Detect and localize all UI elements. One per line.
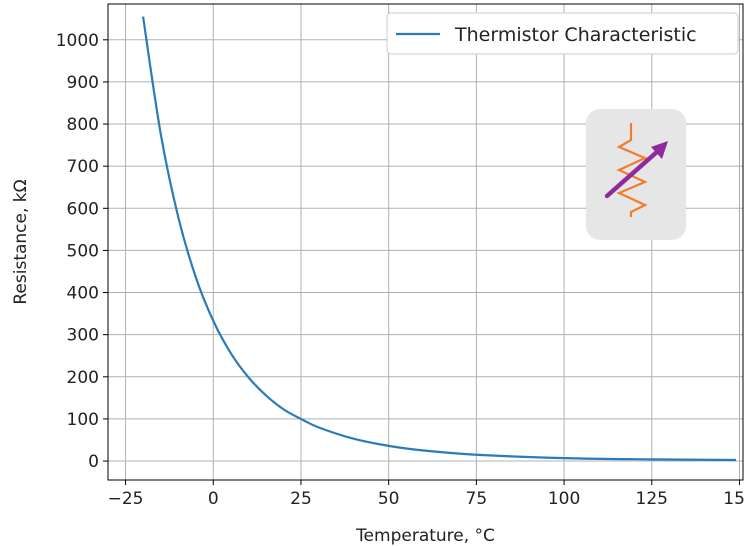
legend: Thermistor Characteristic [386, 12, 739, 55]
x-tick-label: 125 [636, 489, 668, 509]
y-axis-label: Resistance, kΩ [11, 179, 31, 304]
y-tick-label: 100 [67, 410, 99, 430]
variable-resistor-icon [586, 109, 686, 240]
legend-label: Thermistor Characteristic [454, 24, 697, 46]
y-tick-label: 700 [67, 157, 99, 177]
y-tick-label: 200 [67, 368, 99, 388]
x-tick-label: 100 [548, 489, 580, 509]
legend-box [386, 12, 739, 55]
y-tick-label: 1000 [56, 31, 99, 51]
x-tick-label: 75 [466, 489, 488, 509]
y-tick-label: 400 [67, 284, 99, 304]
arrow-icon [604, 148, 661, 199]
arrowhead-icon [651, 141, 668, 159]
x-axis-label: Temperature, °C [355, 526, 495, 546]
x-tick-label: 0 [208, 489, 219, 509]
x-tick-label: −25 [108, 489, 144, 509]
y-axis: 0 100 200 300 400 500 600 700 800 900 1000 [56, 31, 108, 472]
series-line-thermistor [141, 16, 736, 462]
grid [108, 4, 743, 480]
x-tick-label: 25 [290, 489, 312, 509]
y-tick-label: 300 [67, 326, 99, 346]
y-tick-label: 800 [67, 115, 99, 135]
x-tick-label: 50 [378, 489, 400, 509]
x-tick-label: 150 [723, 489, 745, 509]
plot-area [107, 3, 744, 481]
icon-background [586, 109, 686, 240]
y-tick-label: 600 [67, 199, 99, 219]
y-tick-label: 0 [88, 452, 99, 472]
y-tick-label: 900 [67, 73, 99, 93]
y-tick-label: 500 [67, 241, 99, 261]
x-axis: −25 0 25 50 75 100 125 150 [108, 480, 745, 509]
